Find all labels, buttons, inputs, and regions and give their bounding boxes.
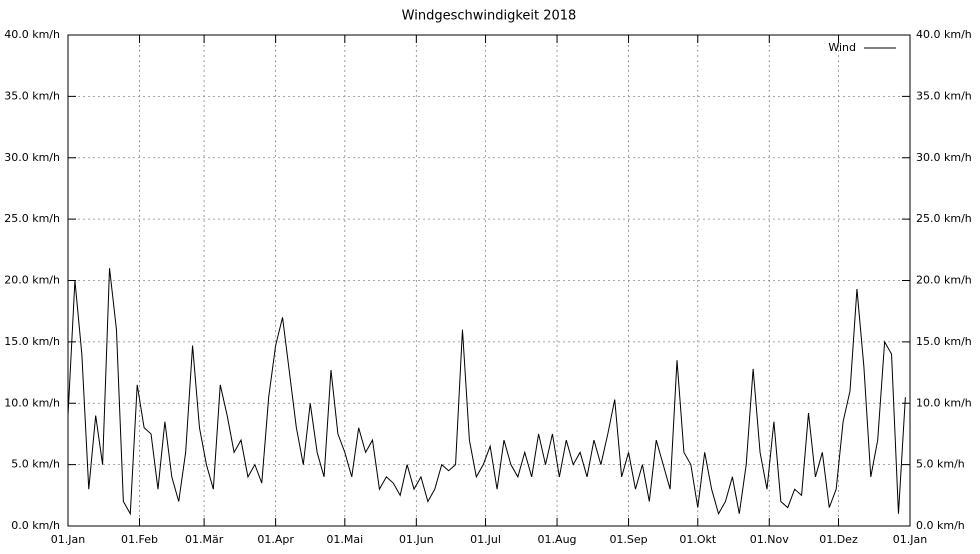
y-tick-label: 35.0 km/h: [4, 89, 60, 102]
y-tick-label: 15.0 km/h: [4, 335, 60, 348]
y-tick-label: 10.0 km/h: [4, 396, 60, 409]
x-tick-label: 01.Sep: [609, 533, 647, 546]
y2-tick-label: 25.0 km/h: [916, 212, 972, 225]
x-tick-label: 01.Dez: [819, 533, 858, 546]
x-tick-label: 01.Feb: [121, 533, 158, 546]
y-tick-label: 30.0 km/h: [4, 151, 60, 164]
y-tick-label: 25.0 km/h: [4, 212, 60, 225]
x-tick-label: 01.Jul: [470, 533, 501, 546]
x-tick-label: 01.Jan: [51, 533, 85, 546]
y-tick-label: 0.0 km/h: [11, 519, 60, 532]
y2-tick-label: 20.0 km/h: [916, 274, 972, 287]
x-tick-label: 01.Jan: [893, 533, 927, 546]
plot-frame: [67, 34, 911, 527]
x-tick-label: 01.Jun: [399, 533, 434, 546]
x-tick-label: 01.Mai: [326, 533, 363, 546]
y-tick-label: 20.0 km/h: [4, 274, 60, 287]
y2-tick-label: 15.0 km/h: [916, 335, 972, 348]
x-tick-label: 01.Apr: [257, 533, 294, 546]
x-tick-label: 01.Okt: [679, 533, 717, 546]
x-tick-label: 01.Nov: [750, 533, 789, 546]
y2-tick-label: 5.0 km/h: [916, 458, 965, 471]
chart-title: Windgeschwindigkeit 2018: [402, 9, 577, 24]
y2-tick-label: 10.0 km/h: [916, 396, 972, 409]
y2-tick-label: 30.0 km/h: [916, 151, 972, 164]
x-tick-label: 01.Mär: [185, 533, 224, 546]
y2-tick-label: 40.0 km/h: [916, 28, 972, 41]
y-tick-label: 5.0 km/h: [11, 458, 60, 471]
legend-label: Wind: [828, 41, 856, 54]
y2-tick-label: 35.0 km/h: [916, 89, 972, 102]
data-line: [67, 268, 906, 516]
y2-tick-label: 0.0 km/h: [916, 519, 965, 532]
y-tick-label: 40.0 km/h: [4, 28, 60, 41]
x-tick-label: 01.Aug: [538, 533, 577, 546]
